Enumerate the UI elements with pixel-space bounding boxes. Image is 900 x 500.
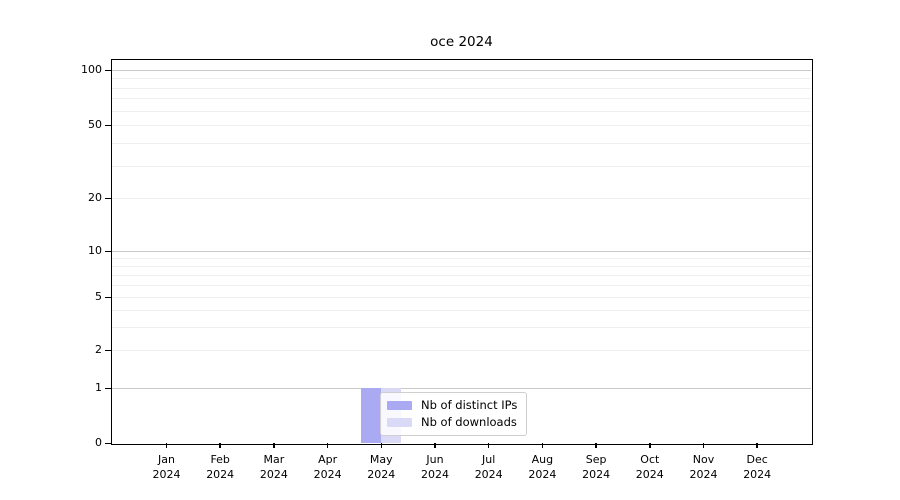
legend-label: Nb of distinct IPs: [421, 398, 518, 412]
x-axis-tick-label-line: 2024: [635, 467, 664, 481]
y-gridline-minor: [112, 125, 811, 126]
y-axis-tick: [105, 349, 111, 351]
y-gridline-minor: [112, 274, 811, 276]
y-gridline-minor: [112, 265, 811, 267]
x-axis-tick-label-line: Mar: [263, 453, 285, 466]
x-axis-tick-label-line: Jun: [426, 453, 444, 466]
x-axis-tick-label: Nov 2024: [673, 453, 735, 482]
x-axis-tick: [595, 443, 597, 448]
x-axis-tick-label-line: 2024: [259, 467, 288, 481]
x-axis-tick: [326, 443, 329, 448]
x-axis-tick-label-line: Nov: [692, 453, 715, 466]
x-axis-tick-label-line: May: [369, 453, 393, 466]
y-gridline-major: [112, 70, 811, 71]
x-axis-tick-label-line: Jan: [158, 453, 175, 466]
x-axis-tick-label: Apr 2024: [297, 453, 359, 482]
bar-nb-of-distinct-ips: [361, 388, 382, 443]
y-axis-tick: [105, 69, 111, 71]
x-axis-tick-label: Dec 2024: [726, 453, 788, 482]
legend-swatch-icon: [387, 401, 412, 410]
x-axis-tick-label: Sep 2024: [565, 453, 627, 482]
x-axis-tick: [487, 443, 490, 448]
x-axis-tick-label-line: 2024: [206, 467, 235, 481]
y-gridline-major: [112, 388, 811, 389]
x-axis-tick-label-line: Sep: [585, 453, 607, 466]
x-axis-tick: [219, 443, 221, 448]
legend-row: Nb of distinct IPs: [387, 399, 517, 412]
x-axis-tick-label-line: Oct: [640, 453, 660, 466]
y-gridline-minor: [112, 309, 811, 311]
x-axis-tick-label: Jun 2024: [404, 453, 466, 482]
x-axis-tick-label-line: 2024: [474, 467, 503, 481]
y-axis-tick: [105, 442, 111, 444]
y-axis-tick: [105, 387, 111, 389]
x-axis-tick-label: Oct 2024: [619, 453, 681, 482]
x-axis-tick-label-line: 2024: [743, 467, 772, 481]
x-axis-tick: [649, 443, 651, 448]
y-axis-tick-label: 10: [88, 244, 102, 257]
x-axis-tick-label-line: 2024: [313, 467, 342, 481]
x-axis-tick-label: Aug 2024: [511, 453, 573, 482]
x-axis-tick-label: May 2024: [350, 453, 412, 482]
legend: Nb of distinct IPs Nb of downloads: [380, 392, 528, 436]
x-axis-tick-label: Mar 2024: [243, 453, 305, 482]
x-axis-tick: [380, 443, 383, 448]
y-axis-tick: [105, 250, 111, 252]
x-axis-tick-label-line: Apr: [318, 453, 338, 466]
x-axis-tick: [541, 443, 544, 448]
x-axis-tick: [756, 443, 758, 448]
y-axis-tick-label: 5: [95, 290, 102, 303]
y-axis-tick-label: 2: [95, 343, 102, 356]
y-gridline-minor: [112, 78, 811, 80]
y-axis-tick: [105, 296, 111, 298]
y-axis-tick: [105, 124, 111, 126]
x-axis-tick-label-line: 2024: [582, 467, 611, 481]
legend-label: Nb of downloads: [421, 415, 517, 429]
x-axis-tick-label-line: Feb: [210, 453, 230, 466]
x-axis-tick: [165, 443, 168, 448]
y-gridline-minor: [112, 142, 811, 144]
y-axis-tick-label: 1: [95, 381, 102, 394]
chart-title: oce 2024: [430, 34, 493, 50]
legend-swatch-icon: [387, 418, 412, 427]
y-gridline-minor: [112, 297, 811, 298]
x-axis-tick-label: Jan 2024: [136, 453, 198, 482]
y-gridline-minor: [112, 326, 811, 328]
x-axis-tick-label-line: Jul: [482, 453, 496, 466]
y-axis-tick-label: 0: [95, 436, 102, 449]
y-gridline-minor: [112, 257, 811, 259]
y-gridline-minor: [112, 87, 811, 89]
y-gridline-major: [112, 251, 811, 252]
x-axis-tick: [434, 443, 436, 448]
x-axis-tick-label-line: 2024: [689, 467, 718, 481]
x-axis-tick-label-line: 2024: [152, 467, 181, 481]
x-axis-tick-label: Feb 2024: [189, 453, 251, 482]
y-axis-tick-label: 20: [88, 191, 102, 204]
x-axis-tick-label-line: 2024: [367, 467, 396, 481]
y-gridline-minor: [112, 198, 811, 199]
y-axis-tick-label: 100: [81, 63, 102, 76]
legend-row: Nb of downloads: [387, 416, 517, 429]
x-axis-tick: [273, 443, 275, 448]
y-axis-tick: [105, 197, 111, 199]
x-axis-tick-label: Jul 2024: [458, 453, 520, 482]
y-gridline-minor: [112, 350, 811, 351]
x-axis-tick: [702, 443, 705, 448]
x-axis-tick-label-line: 2024: [421, 467, 449, 481]
y-axis-tick-label: 50: [88, 118, 102, 131]
x-axis-tick-label-line: Aug: [531, 453, 554, 466]
plot-area: Nb of distinct IPs Nb of downloads 0 1 2 5 10…: [81, 58, 813, 481]
x-axis-tick-label-line: 2024: [528, 467, 557, 481]
y-gridline-minor: [112, 98, 811, 100]
y-gridline-minor: [112, 110, 811, 112]
y-gridline-minor: [112, 284, 811, 286]
y-gridline-minor: [112, 165, 811, 167]
x-axis-tick-label-line: Dec: [746, 453, 768, 466]
